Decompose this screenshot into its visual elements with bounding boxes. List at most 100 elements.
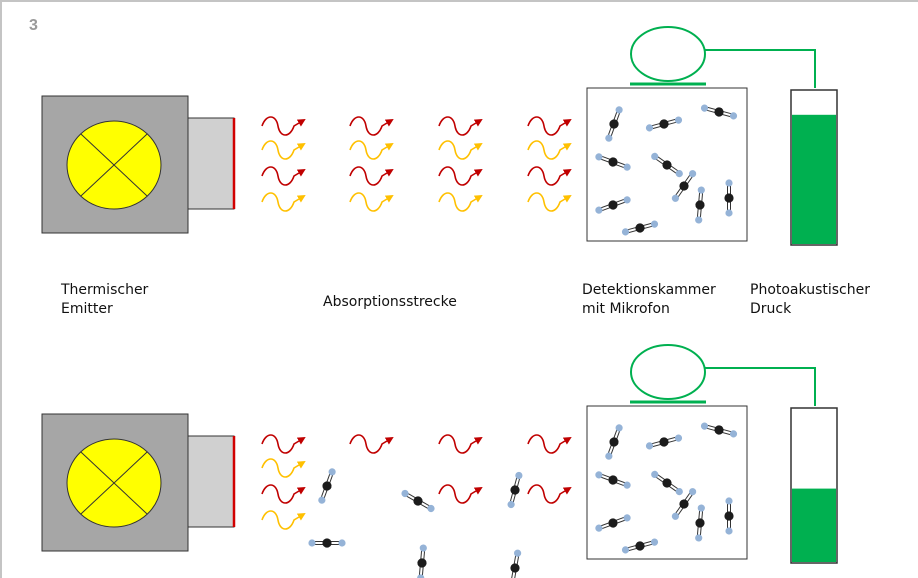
co2-molecule: [308, 538, 346, 548]
oxygen-atom: [725, 497, 733, 505]
oxygen-atom: [651, 152, 659, 160]
label-line: Photoakustischer: [750, 282, 870, 298]
oxygen-atom: [695, 534, 703, 542]
carbon-atom: [662, 478, 672, 488]
oxygen-atom: [689, 488, 697, 496]
oxygen-atom: [417, 574, 425, 578]
oxygen-atom: [615, 106, 623, 114]
label-line: Absorptionsstrecke: [323, 294, 457, 310]
oxygen-atom: [697, 504, 705, 512]
oxygen-atom: [695, 216, 703, 224]
co2-molecule: [318, 468, 336, 504]
ir-wave-red: [438, 434, 483, 454]
oxygen-atom: [507, 500, 515, 509]
ir-wave-yellow: [261, 458, 306, 478]
oxygen-atom: [725, 179, 733, 187]
co2-molecule: [621, 220, 659, 236]
co2-molecule: [651, 470, 683, 496]
ir-wave-yellow: [349, 192, 394, 212]
carbon-atom: [609, 119, 619, 129]
oxygen-atom: [675, 170, 683, 178]
carbon-atom: [714, 107, 724, 117]
carbon-atom: [417, 558, 427, 568]
ir-wave-red: [261, 484, 306, 504]
carbon-atom: [510, 563, 520, 573]
co2-molecule: [700, 104, 738, 120]
co2-molecule: [695, 504, 705, 542]
carbon-atom: [714, 425, 724, 435]
co2-molecule: [724, 497, 734, 535]
carbon-atom: [322, 481, 332, 491]
label-detection-chamber: Detektionskammer mit Mikrofon: [582, 281, 716, 319]
oxygen-atom: [615, 424, 623, 432]
ir-wave-red: [349, 166, 394, 186]
oxygen-atom: [605, 134, 613, 142]
carbon-atom: [322, 538, 332, 548]
label-absorption-path: Absorptionsstrecke: [323, 293, 457, 312]
ir-wave-yellow: [261, 140, 306, 160]
carbon-atom: [510, 485, 520, 495]
carbon-atom: [724, 511, 734, 521]
carbon-atom: [659, 437, 669, 447]
carbon-atom: [608, 518, 618, 528]
label-thermal-emitter: Thermischer Emitter: [61, 281, 148, 319]
oxygen-atom: [725, 209, 733, 217]
co2-molecule: [671, 488, 697, 520]
oxygen-atom: [308, 539, 316, 547]
ir-wave-yellow: [438, 192, 483, 212]
carbon-atom: [679, 499, 689, 509]
ir-wave-red: [349, 116, 394, 136]
lamp-cross: [80, 451, 148, 515]
ir-wave-red: [349, 434, 394, 454]
oxygen-atom: [729, 112, 738, 120]
co2-molecule: [671, 170, 697, 202]
oxygen-atom: [621, 228, 630, 236]
ir-wave-yellow: [438, 140, 483, 160]
oxygen-atom: [671, 512, 679, 520]
ir-wave-red: [438, 166, 483, 186]
carbon-atom: [662, 160, 672, 170]
label-photoacoustic-pressure: Photoakustischer Druck: [750, 281, 870, 319]
carbon-atom: [659, 119, 669, 129]
oxygen-atom: [605, 452, 613, 460]
carbon-atom: [413, 496, 423, 506]
oxygen-atom: [514, 549, 522, 557]
oxygen-atom: [338, 539, 346, 547]
oxygen-atom: [645, 442, 654, 450]
pressure-level-fill: [792, 488, 836, 562]
co2-molecule: [401, 489, 435, 513]
co2-molecule: [595, 514, 631, 532]
ir-wave-red: [527, 166, 572, 186]
oxygen-atom: [515, 471, 523, 480]
oxygen-atom: [623, 514, 631, 522]
carbon-atom: [635, 223, 645, 233]
oxygen-atom: [651, 470, 659, 478]
co2-molecule: [595, 471, 631, 489]
signal-line: [704, 49, 816, 88]
ir-wave-yellow: [261, 510, 306, 530]
emitter-nozzle: [187, 435, 235, 528]
signal-line: [704, 367, 816, 406]
oxygen-atom: [623, 163, 631, 171]
oxygen-atom: [328, 468, 336, 476]
oxygen-atom: [318, 496, 326, 504]
ir-wave-yellow: [527, 140, 572, 160]
carbon-atom: [724, 193, 734, 203]
oxygen-atom: [427, 504, 435, 513]
co2-molecule: [605, 424, 623, 460]
ir-wave-red: [438, 484, 483, 504]
label-line: mit Mikrofon: [582, 301, 670, 317]
co2-molecule: [645, 116, 683, 132]
ir-wave-yellow: [349, 140, 394, 160]
label-line: Druck: [750, 301, 792, 317]
emitter-nozzle: [187, 117, 235, 210]
carbon-atom: [608, 200, 618, 210]
figure-number: 3: [29, 17, 38, 34]
microphone-icon: [630, 26, 706, 82]
co2-molecule: [605, 106, 623, 142]
oxygen-atom: [419, 544, 427, 552]
ir-wave-red: [261, 116, 306, 136]
oxygen-atom: [650, 538, 659, 546]
co2-molecule: [417, 544, 427, 578]
